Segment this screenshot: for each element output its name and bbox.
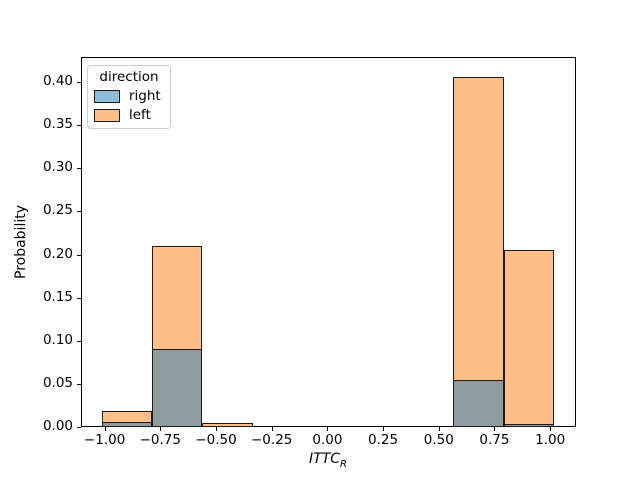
y-tick	[77, 211, 81, 213]
legend-swatch-left	[94, 109, 120, 122]
histogram-bar-right	[453, 379, 504, 427]
x-tick-label: −1.00	[83, 432, 126, 448]
histogram-bar-left	[503, 250, 554, 427]
y-axis-label: Probability	[13, 204, 29, 280]
histogram-bar-left	[202, 422, 253, 427]
x-tick	[550, 427, 552, 431]
histogram-bar-right	[102, 421, 153, 427]
x-tick-label: 0.50	[423, 432, 454, 448]
legend-entry-left: left	[94, 108, 164, 123]
x-tick-label: 0.25	[368, 432, 399, 448]
x-tick	[104, 427, 106, 431]
legend-label: left	[129, 107, 151, 123]
x-tick-label: −0.25	[251, 432, 293, 448]
y-tick-label: 0.00	[42, 418, 73, 434]
y-tick	[77, 254, 81, 256]
y-tick-label: 0.25	[42, 202, 73, 219]
y-tick-label: 0.10	[42, 331, 73, 348]
legend-entries: right left	[94, 89, 164, 123]
x-axis-label: ITTCR	[309, 451, 347, 470]
x-axis-label-subscript: R	[340, 458, 347, 470]
y-tick	[77, 427, 81, 428]
x-tick	[438, 427, 440, 431]
x-axis-label-main: ITTC	[309, 451, 341, 467]
x-tick	[327, 427, 329, 431]
x-tick	[216, 427, 217, 431]
y-tick-label: 0.35	[42, 116, 73, 133]
x-tick-label: −0.75	[139, 432, 181, 448]
y-tick-label: 0.20	[42, 245, 73, 262]
x-tick	[383, 427, 385, 431]
y-tick-label: 0.40	[42, 73, 73, 89]
histogram-bar-right	[503, 423, 554, 427]
legend: direction right left	[87, 65, 171, 129]
y-tick	[77, 125, 81, 127]
histogram-bar-left	[453, 76, 504, 427]
y-tick	[77, 168, 81, 170]
histogram-bar-right	[152, 349, 203, 427]
legend-swatch-right	[94, 90, 120, 103]
y-tick-label: 0.05	[42, 374, 73, 391]
x-tick-label: 0.00	[312, 432, 343, 448]
y-tick	[77, 82, 81, 83]
x-tick	[494, 427, 496, 431]
x-tick	[160, 427, 162, 431]
y-tick	[77, 297, 81, 299]
y-tick-label: 0.15	[42, 288, 73, 305]
x-tick-label: 0.75	[479, 432, 510, 448]
y-tick-label: 0.30	[42, 159, 73, 176]
x-tick-label: −0.50	[195, 432, 237, 448]
y-tick	[77, 383, 81, 385]
legend-entry-right: right	[94, 89, 164, 104]
legend-label: right	[129, 88, 161, 104]
x-tick-label: 1.00	[535, 432, 566, 448]
legend-title: direction	[99, 69, 159, 85]
y-tick	[77, 340, 81, 342]
x-tick	[271, 427, 273, 431]
